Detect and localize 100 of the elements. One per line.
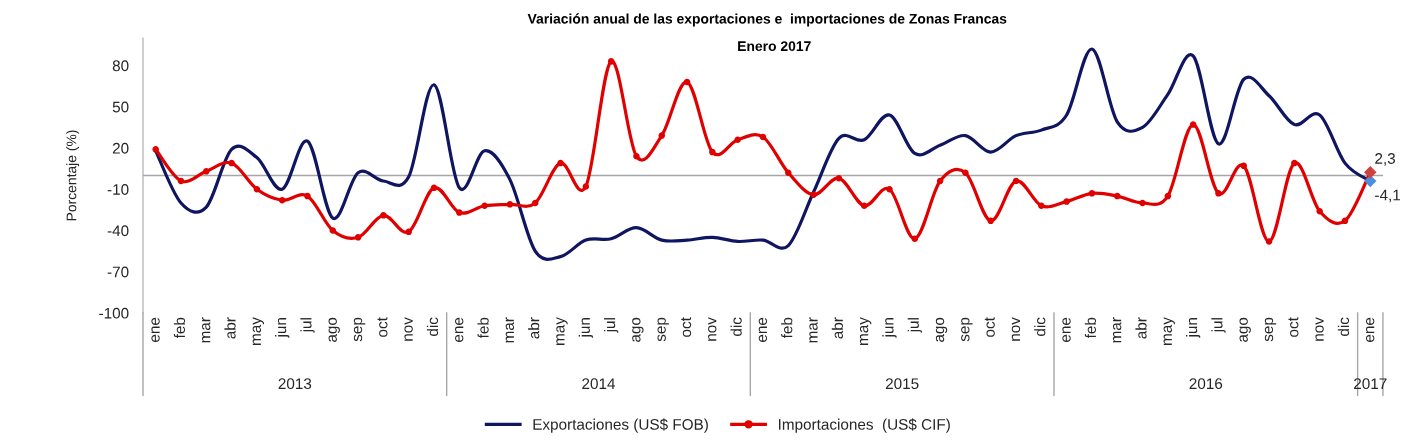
text: 2013 (278, 378, 312, 390)
y-tick-label: 20 (112, 142, 129, 154)
x-tick-label: sep (961, 317, 973, 342)
x-tick-label: may (859, 317, 872, 345)
x-tick-label: dic (1034, 317, 1046, 336)
x-tick-label: sep (1264, 317, 1277, 342)
point (506, 201, 514, 208)
point (785, 169, 792, 176)
x-tick-label: feb (781, 317, 793, 339)
y-tick-label: 50 (112, 101, 129, 113)
x-tick-label: abr (224, 317, 236, 339)
point (531, 199, 539, 207)
point (1265, 238, 1273, 245)
point (405, 228, 412, 236)
x-tick-label: jul (300, 318, 315, 333)
point (734, 136, 741, 143)
text: 2017 (1354, 378, 1387, 390)
point (152, 146, 159, 153)
x-tick-label: abr (831, 317, 843, 339)
chart-subtitle: Enero 2017 (738, 41, 811, 52)
point (1038, 202, 1045, 209)
y-tick-label: 80 (112, 60, 129, 72)
x-tick-label: dic (426, 317, 439, 336)
x-tick-label: dic (1337, 317, 1350, 336)
x-tick-label: nov (1315, 317, 1324, 341)
point (633, 152, 640, 160)
point (962, 169, 969, 176)
point (683, 78, 691, 86)
legend-label: Exportaciones (US$ FOB) (533, 418, 708, 433)
point (1364, 174, 1377, 188)
point (430, 184, 438, 192)
x-tick-label: jun (578, 318, 593, 338)
point (329, 227, 337, 234)
x-tick-label: may (1163, 317, 1175, 345)
x-tick-label: nov (1011, 317, 1021, 341)
text: 2016 (1189, 378, 1223, 390)
text: 2015 (885, 378, 919, 390)
y-tick-label: -70 (107, 266, 129, 278)
x-tick-label: abr (528, 317, 540, 339)
point (860, 202, 868, 209)
x-tick-label: sep (657, 317, 669, 342)
x-tick-label: mar (1112, 317, 1122, 343)
point (1215, 190, 1222, 197)
x-tick-label: nov (404, 317, 413, 341)
point (456, 209, 463, 216)
point (1012, 177, 1020, 185)
x-tick-label: mar (809, 317, 818, 343)
point (253, 185, 261, 193)
x-tick-label: dic (730, 317, 742, 336)
x-tick-label: ago (935, 317, 948, 342)
x-tick-label: jun (275, 318, 290, 338)
x-tick-label: mar (202, 317, 211, 343)
point (810, 191, 817, 198)
point (1341, 217, 1349, 225)
x-tick-label: oct (377, 317, 388, 337)
x-tick-label: abr (1135, 317, 1147, 339)
x-tick-label: ago (632, 317, 644, 342)
chart-title: Variación anual de las exportaciones e importaciones de Zonas Francas (527, 13, 1007, 27)
text: 2014 (582, 378, 616, 390)
point (936, 177, 944, 185)
point (1164, 192, 1172, 200)
x-tick-label: jun (1186, 318, 1201, 338)
x-tick-label: jul (1211, 318, 1226, 333)
x-tick-label: oct (984, 317, 995, 337)
point (304, 192, 311, 200)
x-tick-label: ene (1062, 317, 1071, 342)
point (203, 168, 210, 175)
y-tick-label: -10 (107, 184, 129, 195)
x-tick-label: may (556, 317, 568, 345)
point (582, 183, 590, 190)
x-tick-label: sep (353, 317, 366, 342)
point (658, 132, 666, 139)
point (354, 234, 362, 241)
point (1316, 207, 1323, 215)
point (759, 133, 767, 141)
x-tick-label: feb (477, 317, 489, 339)
point (1113, 192, 1121, 200)
y-tick-label: -100 (99, 307, 129, 319)
x-tick-label: feb (173, 317, 186, 339)
point (835, 174, 843, 182)
x-tick-label: may (252, 317, 264, 345)
x-tick-label: ene (455, 317, 464, 342)
y-tick-label: -40 (107, 225, 129, 237)
point (1139, 199, 1146, 207)
x-tick-label: nov (708, 317, 717, 341)
x-tick-label: oct (681, 317, 692, 337)
point (1189, 121, 1197, 128)
point (380, 212, 387, 219)
point (278, 196, 286, 204)
point (1063, 198, 1070, 205)
point (177, 177, 185, 185)
x-tick-label: jul (604, 318, 619, 333)
legend-label: Importaciones (US$ CIF) (779, 418, 950, 433)
point (557, 159, 564, 167)
data-label: 2,3 (1375, 153, 1396, 166)
point (911, 235, 919, 242)
point (709, 148, 716, 156)
point (481, 202, 488, 209)
point (1291, 159, 1298, 167)
point (228, 159, 235, 167)
